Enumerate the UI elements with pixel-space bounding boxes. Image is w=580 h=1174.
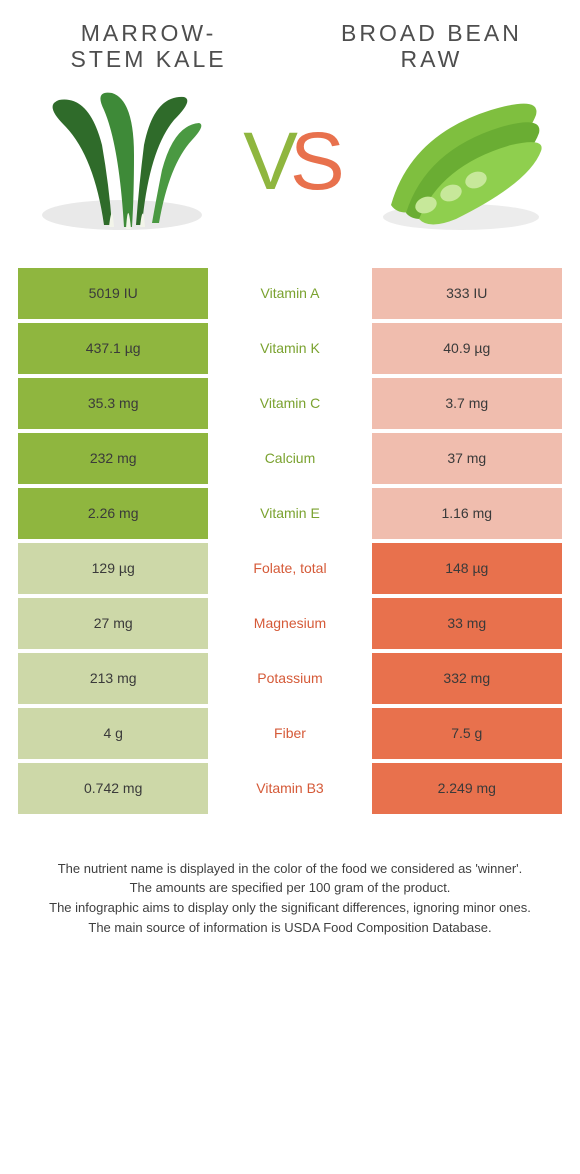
vs-v: V	[243, 116, 290, 207]
left-value-cell: 27 mg	[18, 598, 208, 649]
right-value-cell: 332 mg	[372, 653, 562, 704]
nutrient-name-cell: Magnesium	[208, 598, 371, 649]
nutrient-name-cell: Vitamin B3	[208, 763, 371, 814]
table-row: 5019 IUVitamin A333 IU	[18, 268, 562, 319]
table-row: 437.1 µgVitamin K40.9 µg	[18, 323, 562, 374]
table-row: 213 mgPotassium332 mg	[18, 653, 562, 704]
left-value-cell: 4 g	[18, 708, 208, 759]
left-value-cell: 5019 IU	[18, 268, 208, 319]
right-food-title: BROAD BEANRAW	[301, 20, 562, 73]
hero-row: VS	[18, 85, 562, 240]
vs-s: S	[290, 116, 337, 207]
footnote-line: The infographic aims to display only the…	[26, 899, 554, 917]
left-value-cell: 213 mg	[18, 653, 208, 704]
left-food-title: MARROW-STEM KALE	[18, 20, 279, 73]
nutrient-name-cell: Fiber	[208, 708, 371, 759]
vs-label: VS	[243, 121, 336, 203]
nutrient-name-cell: Vitamin E	[208, 488, 371, 539]
table-row: 27 mgMagnesium33 mg	[18, 598, 562, 649]
nutrient-name-cell: Vitamin C	[208, 378, 371, 429]
left-value-cell: 437.1 µg	[18, 323, 208, 374]
nutrient-name-cell: Potassium	[208, 653, 371, 704]
table-row: 0.742 mgVitamin B32.249 mg	[18, 763, 562, 814]
table-row: 4 gFiber7.5 g	[18, 708, 562, 759]
titles-row: MARROW-STEM KALE BROAD BEANRAW	[18, 20, 562, 73]
footnote-line: The main source of information is USDA F…	[26, 919, 554, 937]
table-row: 129 µgFolate, total148 µg	[18, 543, 562, 594]
nutrient-name-cell: Vitamin A	[208, 268, 371, 319]
table-row: 232 mgCalcium37 mg	[18, 433, 562, 484]
right-value-cell: 7.5 g	[372, 708, 562, 759]
nutrient-name-cell: Vitamin K	[208, 323, 371, 374]
left-value-cell: 0.742 mg	[18, 763, 208, 814]
nutrient-name-cell: Calcium	[208, 433, 371, 484]
right-value-cell: 2.249 mg	[372, 763, 562, 814]
nutrient-table: 5019 IUVitamin A333 IU437.1 µgVitamin K4…	[18, 268, 562, 814]
right-value-cell: 333 IU	[372, 268, 562, 319]
left-value-cell: 129 µg	[18, 543, 208, 594]
footnote-line: The nutrient name is displayed in the co…	[26, 860, 554, 878]
left-food-image	[18, 85, 225, 240]
table-row: 2.26 mgVitamin E1.16 mg	[18, 488, 562, 539]
nutrient-name-cell: Folate, total	[208, 543, 371, 594]
right-value-cell: 3.7 mg	[372, 378, 562, 429]
right-value-cell: 148 µg	[372, 543, 562, 594]
right-value-cell: 37 mg	[372, 433, 562, 484]
left-value-cell: 35.3 mg	[18, 378, 208, 429]
left-value-cell: 2.26 mg	[18, 488, 208, 539]
left-value-cell: 232 mg	[18, 433, 208, 484]
right-value-cell: 33 mg	[372, 598, 562, 649]
table-row: 35.3 mgVitamin C3.7 mg	[18, 378, 562, 429]
footnote-line: The amounts are specified per 100 gram o…	[26, 879, 554, 897]
footnotes: The nutrient name is displayed in the co…	[18, 860, 562, 936]
right-food-image	[355, 85, 562, 240]
right-value-cell: 40.9 µg	[372, 323, 562, 374]
right-value-cell: 1.16 mg	[372, 488, 562, 539]
